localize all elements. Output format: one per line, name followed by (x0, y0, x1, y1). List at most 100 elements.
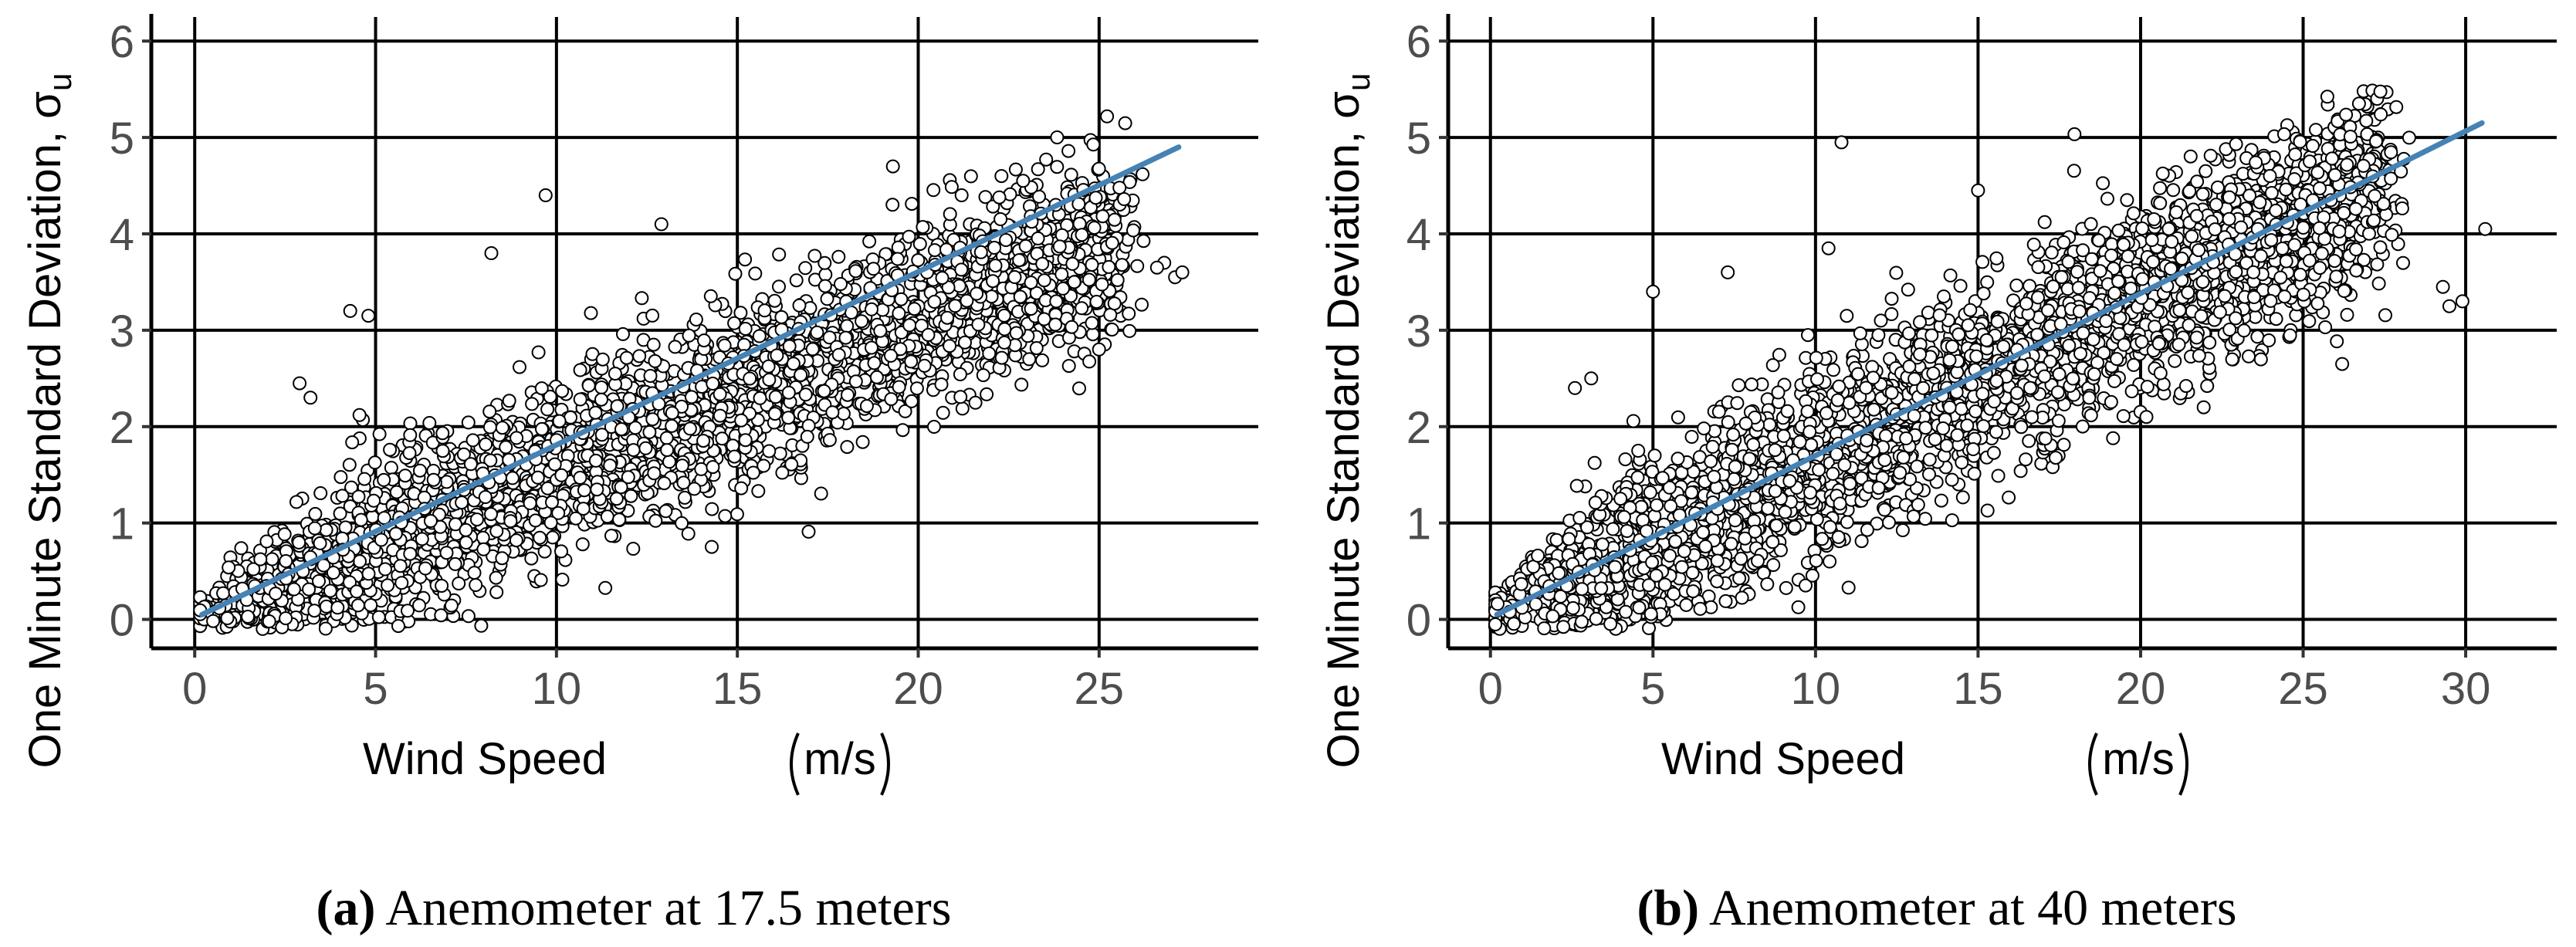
scatter-point (354, 512, 368, 527)
scatter-point (435, 444, 450, 458)
scatter-point (2106, 431, 2121, 445)
scatter-point (1765, 358, 1780, 373)
scatter-point (992, 190, 1007, 205)
scatter-point (1018, 238, 1033, 253)
scatter-point (892, 380, 906, 394)
scatter-point (935, 271, 949, 286)
scatter-point (241, 610, 256, 624)
y-tick-label: 5 (110, 113, 134, 164)
scatter-point (2183, 149, 2198, 164)
scatter-point (2378, 308, 2392, 323)
scatter-point (455, 495, 469, 510)
scatter-point (902, 318, 917, 333)
scatter-point (994, 169, 1009, 184)
scatter-point (1085, 258, 1099, 272)
scatter-point (308, 506, 323, 521)
scatter-point (581, 378, 596, 393)
scatter-point (547, 457, 562, 472)
scatter-point (2147, 212, 2161, 226)
scatter-point (448, 556, 462, 571)
scatter-point (684, 390, 699, 404)
scatter-point (604, 529, 618, 543)
scatter-point (926, 183, 941, 198)
scatter-point (2340, 307, 2354, 322)
scatter-point (262, 614, 276, 628)
scatter-point (489, 585, 504, 600)
scatter-point (614, 422, 628, 437)
scatter-point (545, 530, 560, 545)
scatter-point (312, 574, 326, 588)
scatter-point (953, 367, 967, 381)
scatter-point (361, 309, 376, 323)
scatter-point (1953, 279, 1968, 293)
scatter-point (1634, 499, 1649, 514)
scatter-point (894, 292, 909, 306)
scatter-point (865, 340, 878, 355)
scatter-point (1029, 341, 1044, 355)
scatter-point (2067, 164, 2081, 178)
scatter-point (757, 303, 772, 318)
scatter-point (534, 381, 549, 396)
scatter-point (538, 188, 553, 202)
scatter-point (1955, 490, 1970, 505)
scatter-point (1918, 512, 1932, 526)
scatter-point (467, 566, 482, 580)
scatter-point (573, 471, 587, 485)
scatter-point (761, 359, 776, 374)
scatter-point (318, 621, 333, 636)
scatter-point (1805, 568, 1819, 583)
scatter-point (1072, 381, 1086, 396)
scatter-point (531, 345, 546, 360)
scatter-point (1014, 377, 1029, 392)
scatter-point (474, 618, 489, 633)
scatter-point (743, 371, 757, 386)
scatter-point (364, 598, 378, 613)
scatter-point (383, 442, 398, 457)
scatter-point (884, 392, 899, 407)
scatter-point (292, 535, 306, 550)
scatter-point (444, 598, 459, 613)
scatter-point (1135, 297, 1149, 312)
x-tick-label: 15 (713, 664, 763, 714)
scatter-point (286, 582, 301, 597)
scatter-point (1697, 421, 1711, 436)
scatter-point (1089, 295, 1104, 309)
scatter-point (594, 392, 608, 407)
scatter-point (377, 511, 391, 526)
x-tick-label: 25 (1075, 664, 1125, 714)
scatter-point (384, 461, 398, 475)
scatter-point (614, 480, 628, 495)
scatter-point (1882, 515, 1896, 529)
scatter-point (884, 348, 898, 363)
scatter-point (770, 348, 784, 363)
scatter-point (469, 578, 483, 592)
scatter-point (1085, 316, 1099, 330)
scatter-point (1112, 181, 1127, 195)
scatter-point (573, 392, 587, 407)
scatter-point (907, 302, 922, 316)
scatter-point (997, 322, 1012, 337)
y-tick-label: 4 (110, 210, 134, 260)
scatter-point (645, 308, 660, 323)
scatter-point (648, 513, 663, 528)
scatter-point (1037, 312, 1051, 326)
scatter-point (465, 433, 480, 448)
x-ticks-a: 0 5 10 15 20 25 (182, 648, 1124, 714)
scatter-point (738, 322, 753, 336)
scatter-point (1642, 621, 1656, 635)
scatter-point (2153, 181, 2168, 195)
scatter-point (820, 292, 834, 306)
scatter-point (867, 356, 882, 370)
scatter-point (439, 546, 454, 560)
scatter-point (523, 496, 537, 510)
scatter-point (598, 580, 613, 595)
scatter-point (831, 249, 846, 264)
scatter-point (394, 576, 409, 590)
scatter-point (916, 220, 930, 235)
scatter-point (798, 261, 813, 276)
scatter-point (1871, 328, 1886, 343)
scatter-point (1117, 192, 1132, 206)
scatter-point (2168, 353, 2182, 368)
scatter-point (619, 350, 634, 365)
scatter-point (2083, 217, 2098, 232)
